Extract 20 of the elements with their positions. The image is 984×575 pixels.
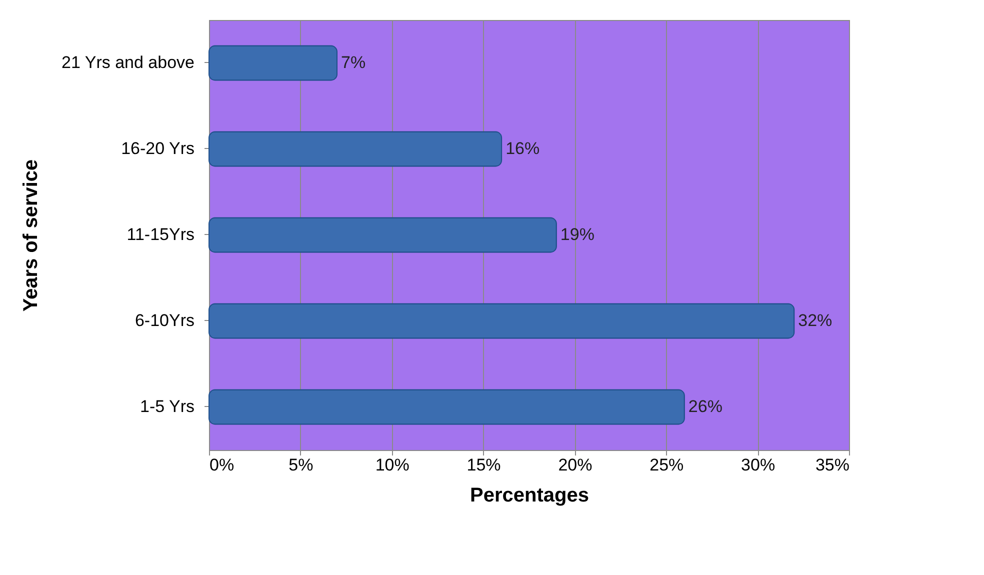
x-tick-label: 0% [210, 456, 234, 474]
data-label: 19% [560, 225, 594, 244]
data-label: 7% [341, 53, 366, 72]
y-tick-label: 1-5 Yrs [140, 397, 194, 416]
y-tick-label: 16-20 Yrs [121, 139, 194, 158]
data-label: 26% [688, 397, 722, 416]
data-label: 32% [798, 311, 832, 330]
x-tick-label: 35% [815, 456, 850, 474]
x-tick-label: 10% [375, 456, 410, 474]
data-label: 16% [506, 139, 540, 158]
y-axis-title: Years of service [20, 159, 42, 312]
x-tick-label: 25% [650, 456, 684, 474]
x-axis-title: Percentages [470, 484, 589, 506]
y-tick-label: 21 Yrs and above [62, 53, 194, 72]
x-tick-label: 30% [741, 456, 776, 474]
x-tick-label: 20% [558, 456, 592, 474]
x-tick-label: 5% [288, 456, 314, 474]
x-tick-label: 15% [466, 456, 501, 474]
y-tick-label: 6-10Yrs [134, 311, 194, 330]
y-tick-label: 11-15Yrs [126, 225, 194, 244]
